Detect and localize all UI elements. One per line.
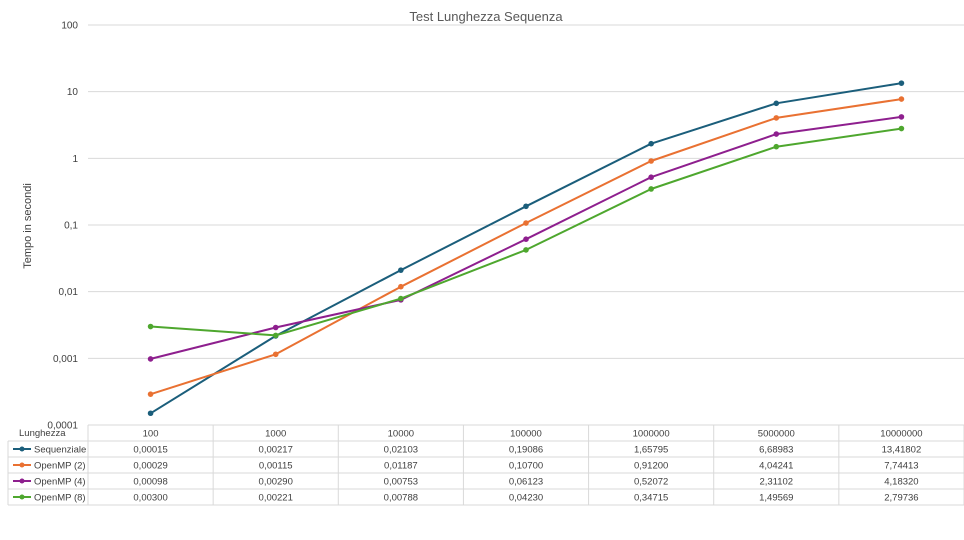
data-point <box>773 115 780 121</box>
data-point <box>147 391 154 397</box>
data-label: 0,01187 <box>384 461 418 472</box>
data-point <box>898 96 905 102</box>
data-label: 1,49569 <box>759 493 793 504</box>
data-point <box>773 100 780 107</box>
data-label: 0,00221 <box>259 493 293 504</box>
y-tick-label: 0,0001 <box>47 421 78 432</box>
series-lines <box>147 80 905 417</box>
data-point <box>898 114 905 120</box>
y-tick-label: 10 <box>67 87 79 98</box>
data-label: 2,79736 <box>884 493 918 504</box>
data-label: 0,06123 <box>509 477 543 488</box>
series-group <box>147 125 905 339</box>
y-tick-label: 1 <box>72 154 78 165</box>
data-label: 0,00115 <box>259 461 293 472</box>
data-label: 1,65795 <box>634 445 668 456</box>
series-name: OpenMP (2) <box>34 461 86 472</box>
data-point <box>272 332 279 339</box>
data-point <box>147 323 154 330</box>
y-tick-label: 0,1 <box>64 221 78 232</box>
data-label: 0,00029 <box>133 461 167 472</box>
series-group <box>147 114 905 362</box>
gridlines <box>88 24 964 426</box>
data-label: 6,68983 <box>759 445 793 456</box>
data-point <box>648 140 654 147</box>
chart-title: Test Lunghezza Sequenza <box>409 9 563 24</box>
data-label: 2,31102 <box>759 477 793 488</box>
data-label: 0,00098 <box>133 477 167 488</box>
x-tick-label: 100000 <box>510 429 542 440</box>
legend-key-marker <box>19 462 25 468</box>
x-tick-label: 1000 <box>265 429 286 440</box>
data-table: Lunghezza 100 1000 10000 100000 1000000 50000… <box>7 424 964 506</box>
data-point <box>648 186 654 192</box>
data-point <box>398 283 404 290</box>
data-point <box>147 410 154 417</box>
y-tick-labels: 0,0001 0,001 0,01 0,1 1 10 100 <box>47 21 78 432</box>
legend-key-marker <box>19 478 25 484</box>
data-point <box>523 247 529 253</box>
series-group <box>147 96 905 397</box>
x-tick-label: 100 <box>143 429 159 440</box>
y-tick-label: 0,001 <box>53 354 78 365</box>
data-point <box>523 236 529 243</box>
data-label: 0,19086 <box>509 445 543 456</box>
data-label: 4,18320 <box>884 477 918 488</box>
data-label: 0,10700 <box>509 461 543 472</box>
y-axis-label: Tempo in secondi <box>22 183 34 269</box>
data-point <box>648 174 654 181</box>
data-label: 7,74413 <box>884 461 918 472</box>
data-label: 13,41802 <box>882 445 922 456</box>
data-label: 0,52072 <box>634 477 668 488</box>
x-axis-label: Lunghezza <box>19 428 66 439</box>
data-point <box>272 324 279 331</box>
data-point <box>523 220 529 226</box>
series-name: Sequenziale <box>34 445 86 456</box>
series-line <box>150 127 902 337</box>
data-point <box>398 267 404 273</box>
data-label: 0,04230 <box>509 493 543 504</box>
y-tick-label: 100 <box>61 21 78 32</box>
legend-key-marker <box>19 446 25 452</box>
data-point <box>773 131 780 137</box>
data-point <box>648 158 654 164</box>
data-label: 0,02103 <box>384 445 418 456</box>
x-tick-label: 5000000 <box>758 429 795 440</box>
data-point <box>523 203 529 210</box>
data-label: 0,00217 <box>259 445 293 456</box>
x-tick-label: 10000000 <box>880 429 922 440</box>
data-point <box>272 351 279 358</box>
data-label: 0,91200 <box>634 461 668 472</box>
legend-key-marker <box>19 494 25 500</box>
data-label: 0,00788 <box>384 493 418 504</box>
data-label: 0,00290 <box>259 477 293 488</box>
data-label: 0,00300 <box>133 493 167 504</box>
data-label: 0,00015 <box>133 445 167 456</box>
data-point <box>898 125 905 132</box>
data-label: 0,34715 <box>634 493 668 504</box>
x-tick-label: 1000000 <box>633 429 670 440</box>
data-point <box>898 80 905 86</box>
data-point <box>773 143 780 150</box>
x-tick-label: 10000 <box>388 429 414 440</box>
data-label: 4,04241 <box>759 461 793 472</box>
data-point <box>398 295 404 302</box>
series-line <box>150 98 902 396</box>
series-name: OpenMP (8) <box>34 493 86 504</box>
data-point <box>147 356 154 362</box>
series-name: OpenMP (4) <box>34 477 86 488</box>
y-tick-label: 0,01 <box>59 287 79 298</box>
data-label: 0,00753 <box>384 477 418 488</box>
